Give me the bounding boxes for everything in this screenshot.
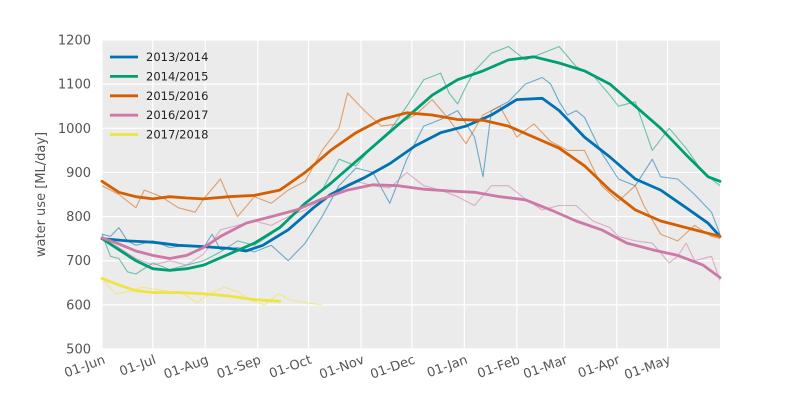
y-tick-label: 500 bbox=[66, 343, 91, 358]
grid-lines bbox=[101, 39, 720, 350]
series-raw-line-1 bbox=[101, 46, 721, 275]
x-tick-label: 01-Jul bbox=[118, 353, 159, 380]
x-tick-label: 01-Apr bbox=[576, 352, 623, 381]
series-smoothed-line-3 bbox=[100, 183, 722, 279]
x-tick-label: 01-Dec bbox=[368, 353, 417, 383]
series-smoothed-line-0 bbox=[100, 96, 722, 253]
y-axis-tick-labels: 500 600 700 800 900 1000 1100 1200 bbox=[58, 34, 91, 358]
series-smoothed-line-1 bbox=[100, 55, 722, 272]
smoothed-series-lines bbox=[100, 55, 722, 303]
legend-label-3: 2016/2017 bbox=[146, 108, 208, 122]
x-tick-label: 01-Oct bbox=[267, 353, 314, 382]
x-tick-label: 01-Aug bbox=[162, 353, 211, 383]
series-smoothed-line-4 bbox=[100, 277, 282, 303]
plot-background bbox=[102, 40, 720, 349]
x-tick-label: 01-Feb bbox=[475, 353, 522, 382]
y-axis-label: water use [ML/day] bbox=[34, 132, 49, 257]
legend-label-2: 2015/2016 bbox=[146, 89, 208, 103]
x-tick-label: 01-Jan bbox=[425, 353, 470, 381]
y-tick-label: 1200 bbox=[58, 34, 91, 49]
x-tick-label: 01-May bbox=[623, 353, 674, 384]
y-tick-label: 1000 bbox=[58, 122, 91, 137]
y-tick-label: 600 bbox=[66, 298, 91, 313]
x-tick-label: 01-Sep bbox=[215, 353, 263, 383]
y-tick-label: 1100 bbox=[58, 78, 91, 93]
x-axis-tick-labels: 01-Jun 01-Jul 01-Aug 01-Sep 01-Oct 01-Nov 01-D… bbox=[63, 352, 674, 383]
legend-label-0: 2013/2014 bbox=[146, 50, 208, 64]
y-tick-label: 800 bbox=[66, 210, 91, 225]
series-smoothed-line-2 bbox=[100, 111, 722, 238]
legend: 2013/2014 2014/2015 2015/2016 2016/2017 2017… bbox=[110, 50, 208, 142]
legend-label-4: 2017/2018 bbox=[146, 128, 208, 142]
x-tick-label: 01-Nov bbox=[317, 353, 366, 383]
legend-label-1: 2014/2015 bbox=[146, 69, 208, 83]
y-tick-label: 700 bbox=[66, 254, 91, 269]
y-tick-label: 900 bbox=[66, 166, 91, 181]
x-tick-label: 01-Mar bbox=[521, 352, 570, 382]
